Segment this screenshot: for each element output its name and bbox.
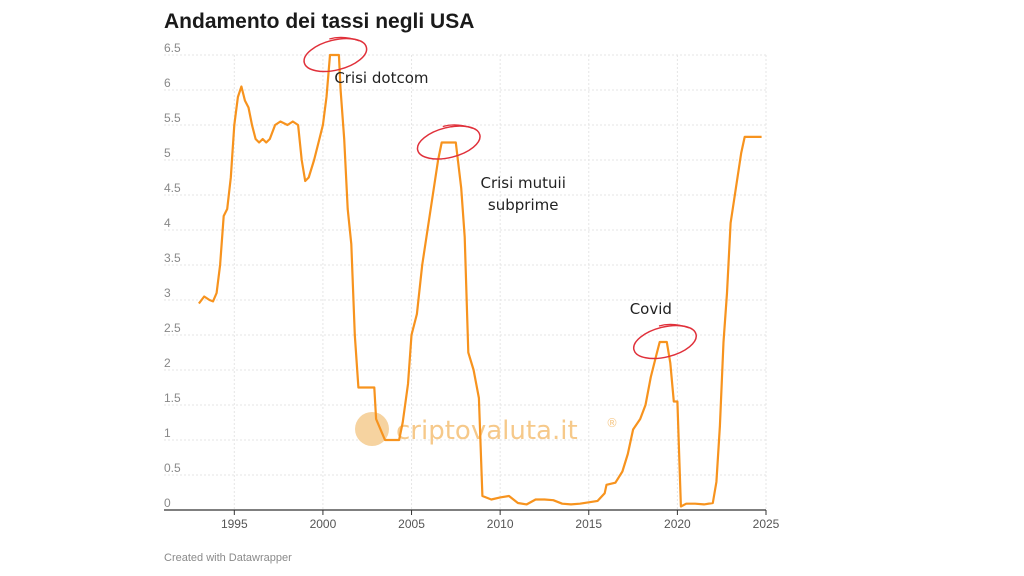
highlight-stroke	[329, 36, 360, 42]
x-tick-label: 2005	[398, 517, 425, 531]
watermark-logo-icon	[355, 412, 389, 446]
highlight-stroke	[658, 323, 690, 329]
x-axis: 1995 2000 2005 2010 2015 2020 2025	[164, 509, 780, 531]
annotations: Crisi dotcom Crisi mutuii subprime Covid	[303, 36, 697, 360]
y-tick-label: 2	[164, 356, 171, 370]
highlight-stroke	[442, 124, 473, 130]
y-tick-label: 1.5	[164, 391, 181, 405]
series-line	[198, 53, 762, 508]
annotation-label: Crisi dotcom	[334, 69, 428, 87]
y-tick-label: 6	[164, 76, 171, 90]
annotation-label: Covid	[630, 300, 672, 318]
highlight-circle	[303, 37, 368, 73]
y-tick-label: 0	[164, 496, 171, 510]
chart-title: Andamento dei tassi negli USA	[164, 10, 475, 33]
watermark: criptovaluta.it ®	[355, 412, 618, 446]
x-tick-label: 2000	[310, 517, 337, 531]
y-tick-label: 5.5	[164, 111, 181, 125]
y-tick-label: 1	[164, 426, 171, 440]
y-tick-label: 4	[164, 216, 171, 230]
chart-frame	[148, 0, 800, 576]
y-tick-label: 2.5	[164, 321, 181, 335]
watermark-registered-mark: ®	[606, 416, 618, 430]
x-tick-label: 2025	[753, 517, 780, 531]
annotation-label: Crisi mutuii	[480, 174, 565, 192]
y-tick-label: 6.5	[164, 41, 181, 55]
y-tick-label: 4.5	[164, 181, 181, 195]
x-tick-label: 2015	[575, 517, 602, 531]
watermark-text: criptovaluta.it	[396, 416, 578, 446]
y-tick-label: 3	[164, 286, 171, 300]
highlight-circle	[416, 125, 481, 160]
y-tick-label: 0.5	[164, 461, 181, 475]
y-tick-label: 3.5	[164, 251, 181, 265]
highlight-circle	[632, 324, 697, 360]
x-tick-label: 2010	[487, 517, 514, 531]
y-tick-label: 5	[164, 146, 171, 160]
y-axis-ticks: 0 0.5 1 1.5 2 2.5 3 3.5 4 4.5 5 5.5 6 6.5	[164, 41, 181, 510]
x-tick-label: 2020	[664, 517, 691, 531]
credit-text: Created with Datawrapper	[164, 552, 292, 564]
annotation-label: subprime	[488, 196, 559, 214]
x-tick-label: 1995	[221, 517, 248, 531]
